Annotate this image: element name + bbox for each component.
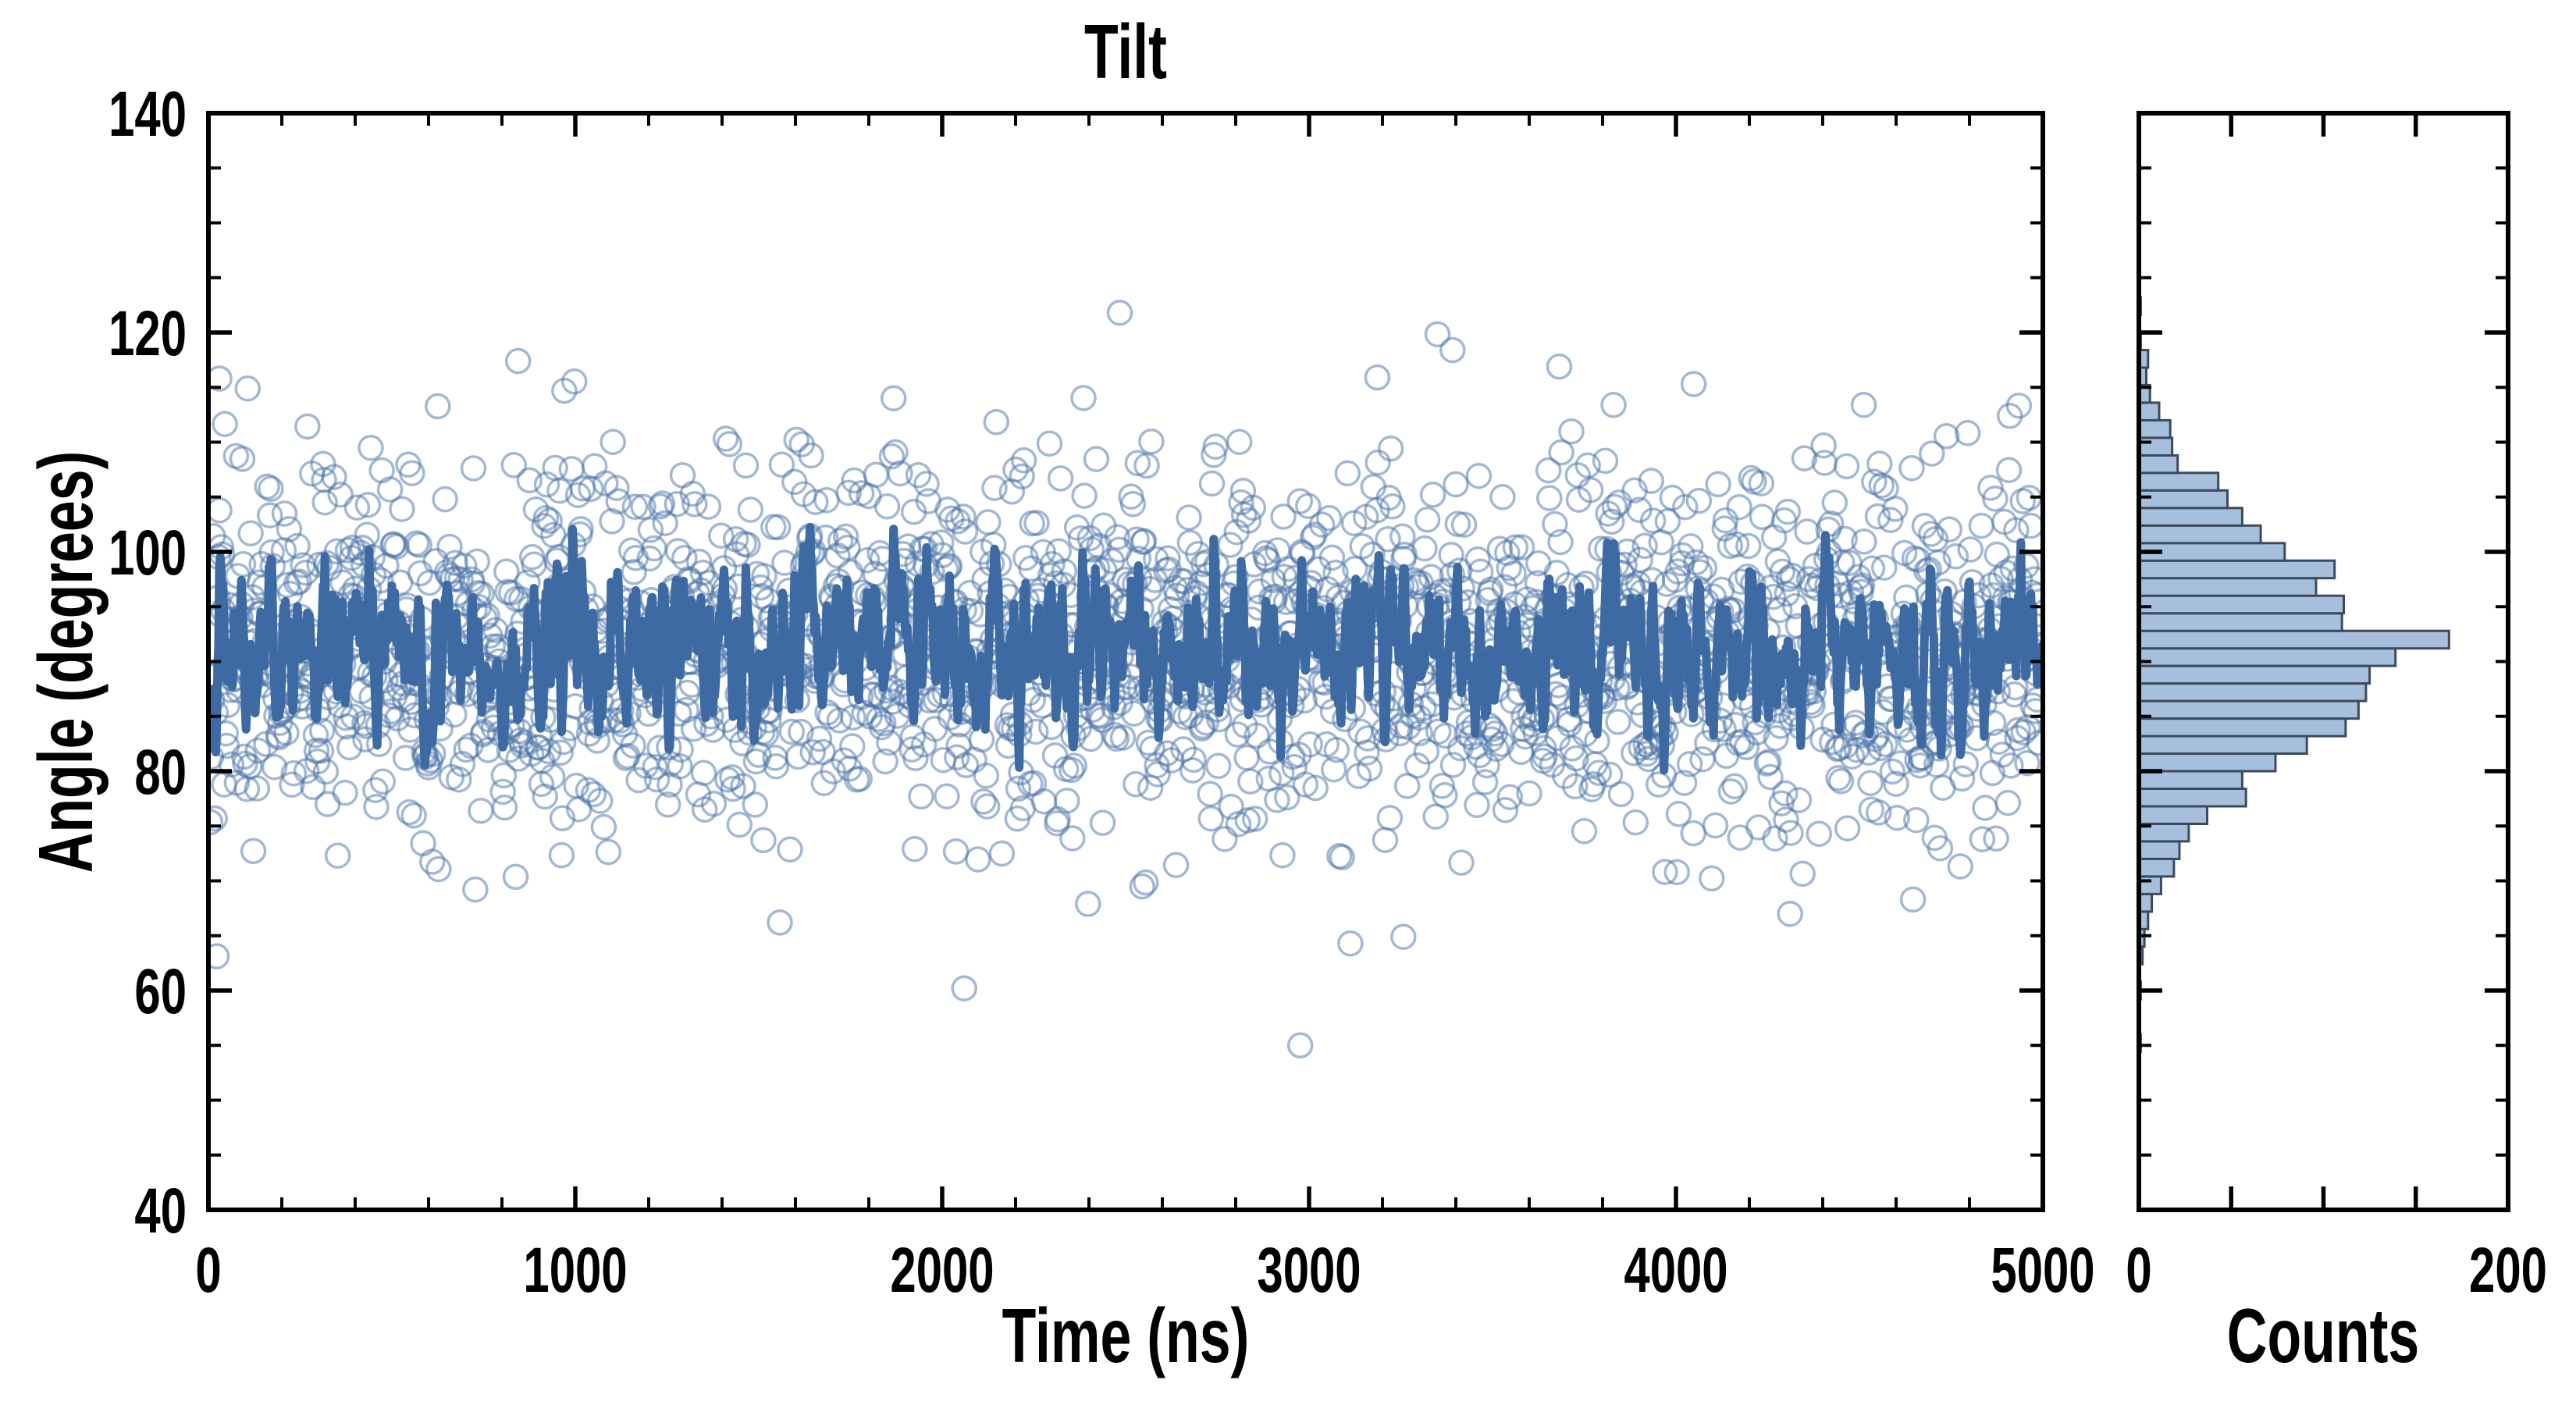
x-tick-label: 5000 — [1991, 1235, 2094, 1306]
y-tick-label: 40 — [134, 1176, 187, 1247]
histogram-bars — [2139, 296, 2450, 1054]
counts-tick-label: 0 — [2126, 1235, 2151, 1306]
y-tick-label: 120 — [109, 298, 187, 369]
x-tick-label: 3000 — [1257, 1235, 1361, 1306]
y-tick-label: 80 — [134, 737, 187, 808]
main-plot-area: 0 1000 2000 3000 4000 5000 40 60 80 100 120 140 Tim… — [23, 79, 2095, 1378]
y-tick-label: 140 — [109, 79, 187, 150]
plot-title: Tilt — [1084, 9, 1167, 94]
histogram-plot-area: 0 200 Counts — [2126, 111, 2547, 1378]
histogram-data-layer — [2139, 296, 2450, 1054]
y-tick-label: 60 — [134, 956, 187, 1027]
x-tick-label: 4000 — [1624, 1235, 1727, 1306]
x-tick-label: 2000 — [890, 1235, 994, 1306]
x-axis-label: Time (ns) — [1002, 1293, 1250, 1378]
y-tick-label: 100 — [109, 518, 187, 589]
counts-tick-label: 200 — [2469, 1235, 2547, 1306]
histogram-axes-layer: 0 200 — [2126, 111, 2547, 1306]
average-line — [208, 522, 2043, 775]
x-tick-label: 1000 — [523, 1235, 627, 1306]
counts-axis-label: Counts — [2227, 1293, 2419, 1378]
y-axis-label: Angle (degrees) — [23, 451, 109, 873]
main-axes-layer: 0 1000 2000 3000 4000 5000 40 60 80 100 120 140 — [109, 79, 2094, 1306]
main-data-layer — [208, 299, 2043, 1059]
x-tick-label: 0 — [195, 1235, 221, 1306]
